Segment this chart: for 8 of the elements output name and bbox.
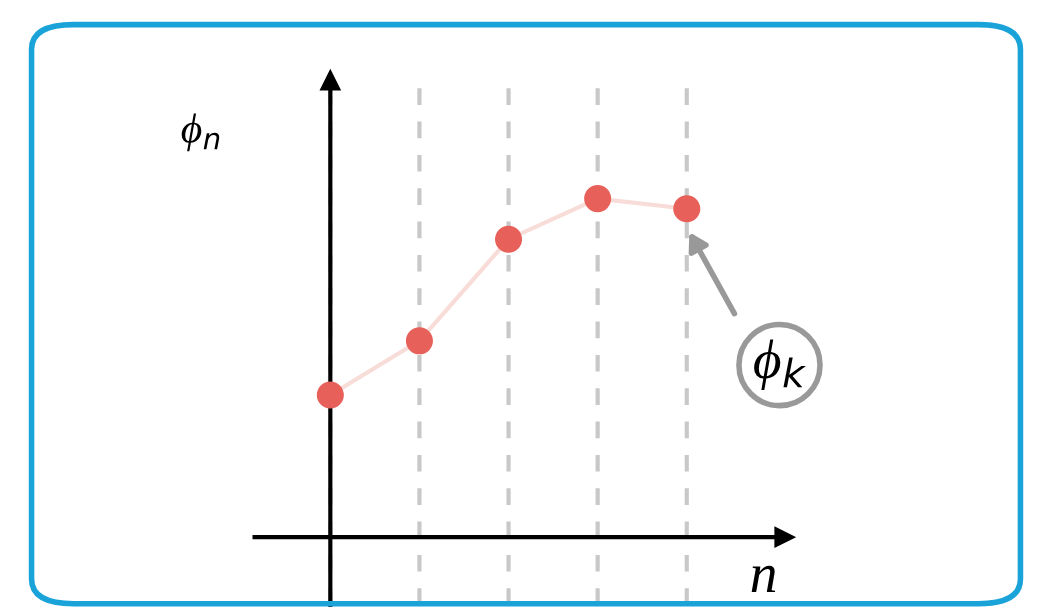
point xyxy=(584,185,612,213)
point xyxy=(673,195,701,223)
point xyxy=(316,381,344,409)
x-axis-title: n xyxy=(751,565,776,593)
annotation: ϕ$_{k}$ xyxy=(754,339,806,390)
y-axis-title: ϕ$_{n}$ xyxy=(181,113,220,152)
point xyxy=(495,225,523,253)
point xyxy=(405,327,433,355)
